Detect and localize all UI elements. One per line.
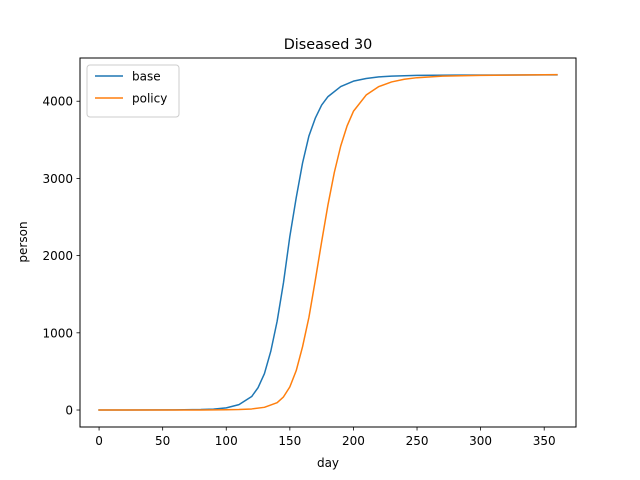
chart-title: Diseased 30 xyxy=(284,37,373,53)
series-line-base xyxy=(98,74,558,411)
y-tick-label: 4000 xyxy=(42,95,73,109)
legend: base policy xyxy=(86,64,180,118)
x-tick-label: 150 xyxy=(278,434,301,448)
y-tick-label: 3000 xyxy=(42,172,73,186)
legend-label-base: base xyxy=(132,70,161,84)
y-tick-label: 1000 xyxy=(42,326,73,340)
x-tick-label: 50 xyxy=(155,434,170,448)
x-tick-label: 250 xyxy=(406,434,429,448)
legend-box xyxy=(86,64,180,118)
x-tick-label: 0 xyxy=(95,434,103,448)
x-axis-label: day xyxy=(317,456,339,470)
y-tick-label: 2000 xyxy=(42,249,73,263)
series-lines xyxy=(98,73,558,411)
x-tick-label: 200 xyxy=(342,434,365,448)
x-tick-label: 100 xyxy=(215,434,238,448)
axis-ticks: 0 50 100 150 200 250 300 350 0 1000 2000 3000 4000 xyxy=(42,95,555,448)
legend-label-policy: policy xyxy=(132,92,167,106)
y-axis-label: person xyxy=(16,221,30,262)
y-tick-label: 0 xyxy=(65,404,73,418)
series-line-policy xyxy=(98,73,558,411)
plot-frame xyxy=(79,57,577,428)
plot-background xyxy=(80,58,576,427)
x-tick-label: 350 xyxy=(533,434,556,448)
x-tick-label: 300 xyxy=(469,434,492,448)
